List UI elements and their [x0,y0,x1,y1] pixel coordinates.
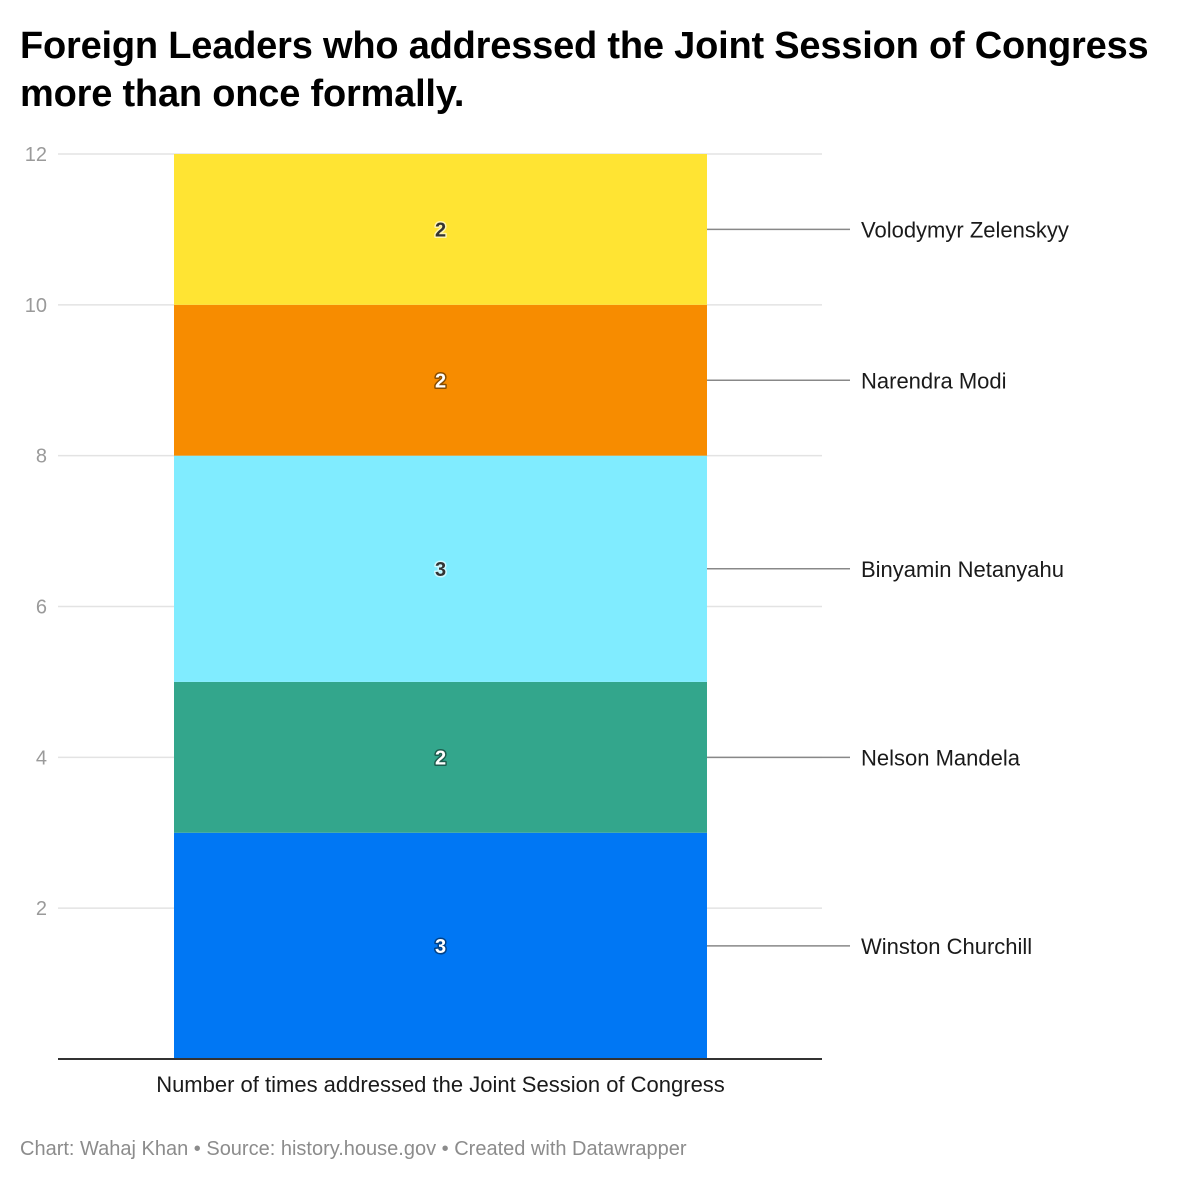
series-labels: Winston Churchill Nelson Mandela Binyamin … [707,217,1069,959]
series-label-nelson-mandela: Nelson Mandela [861,745,1021,770]
y-tick-label: 10 [25,295,47,317]
data-label-narendra-modi: 2 [435,370,446,392]
bar-segment-nelson-mandela [174,681,707,833]
bar-segment-winston-churchill [174,832,707,1059]
bar-segment-narendra-modi [174,304,707,456]
y-tick-label: 6 [36,597,47,619]
series-label-binyamin-netanyahu: Binyamin Netanyahu [861,557,1064,582]
chart-footer: Chart: Wahaj Khan • Source: history.hous… [20,1138,687,1160]
data-label-volodymyr-zelenskyy: 2 [435,219,446,241]
stacked-bar-chart: 2 4 6 8 10 12 3 2 3 2 2 Winston Churchill Nelson M… [25,144,1069,1097]
x-axis-label: Number of times addressed the Joint Sess… [156,1072,725,1097]
y-tick-label: 4 [36,747,47,769]
y-axis-ticks: 2 4 6 8 10 12 [25,144,47,920]
series-label-volodymyr-zelenskyy: Volodymyr Zelenskyy [861,217,1069,242]
series-label-winston-churchill: Winston Churchill [861,934,1032,959]
chart-title: Foreign Leaders who addressed the Joint … [20,25,1149,115]
data-label-winston-churchill: 3 [435,936,446,958]
data-label-binyamin-netanyahu: 3 [435,559,446,581]
bar-segment-volodymyr-zelenskyy [174,154,707,305]
y-tick-label: 12 [25,144,47,166]
series-label-narendra-modi: Narendra Modi [861,368,1007,393]
bar-segment-binyamin-netanyahu [174,455,707,682]
bar-segments: 3 2 3 2 2 [174,154,707,1059]
y-tick-label: 2 [36,898,47,920]
y-tick-label: 8 [36,446,47,468]
data-label-nelson-mandela: 2 [435,747,446,769]
